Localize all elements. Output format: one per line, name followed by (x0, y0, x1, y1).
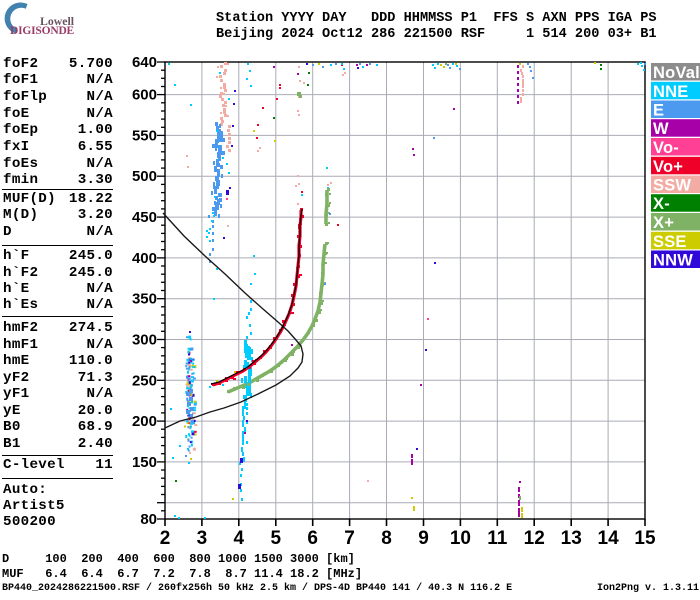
svg-text:Vo+: Vo+ (653, 158, 683, 176)
svg-text:X-: X- (653, 195, 670, 213)
svg-text:9: 9 (418, 528, 429, 549)
svg-text:11: 11 (487, 528, 508, 549)
svg-text:400: 400 (132, 250, 157, 267)
svg-text:NNW: NNW (653, 252, 693, 270)
svg-text:SSW: SSW (653, 177, 691, 195)
svg-text:350: 350 (132, 291, 157, 308)
svg-text:NoVal: NoVal (653, 64, 700, 82)
svg-text:250: 250 (132, 372, 157, 389)
svg-text:550: 550 (132, 127, 157, 144)
svg-text:6: 6 (307, 528, 318, 549)
svg-text:200: 200 (132, 413, 157, 430)
svg-text:12: 12 (524, 528, 545, 549)
svg-text:15: 15 (634, 528, 656, 549)
svg-text:10: 10 (450, 528, 471, 549)
svg-text:8: 8 (381, 528, 392, 549)
svg-text:600: 600 (132, 87, 157, 104)
svg-text:7: 7 (344, 528, 355, 549)
svg-text:450: 450 (132, 209, 157, 226)
svg-text:X+: X+ (653, 214, 674, 232)
svg-text:4: 4 (234, 528, 245, 549)
svg-text:E: E (653, 102, 664, 120)
svg-text:3: 3 (197, 528, 208, 549)
svg-text:300: 300 (132, 332, 157, 349)
svg-text:2: 2 (160, 528, 171, 549)
svg-text:80: 80 (140, 511, 157, 528)
svg-text:13: 13 (561, 528, 582, 549)
svg-text:5: 5 (271, 528, 282, 549)
svg-text:640: 640 (132, 54, 157, 71)
svg-text:Vo-: Vo- (653, 139, 679, 157)
svg-text:14: 14 (598, 528, 620, 549)
svg-text:150: 150 (132, 454, 157, 471)
svg-text:500: 500 (132, 168, 157, 185)
svg-text:W: W (653, 120, 669, 138)
svg-text:NNE: NNE (653, 83, 688, 101)
svg-text:SSE: SSE (653, 233, 687, 251)
